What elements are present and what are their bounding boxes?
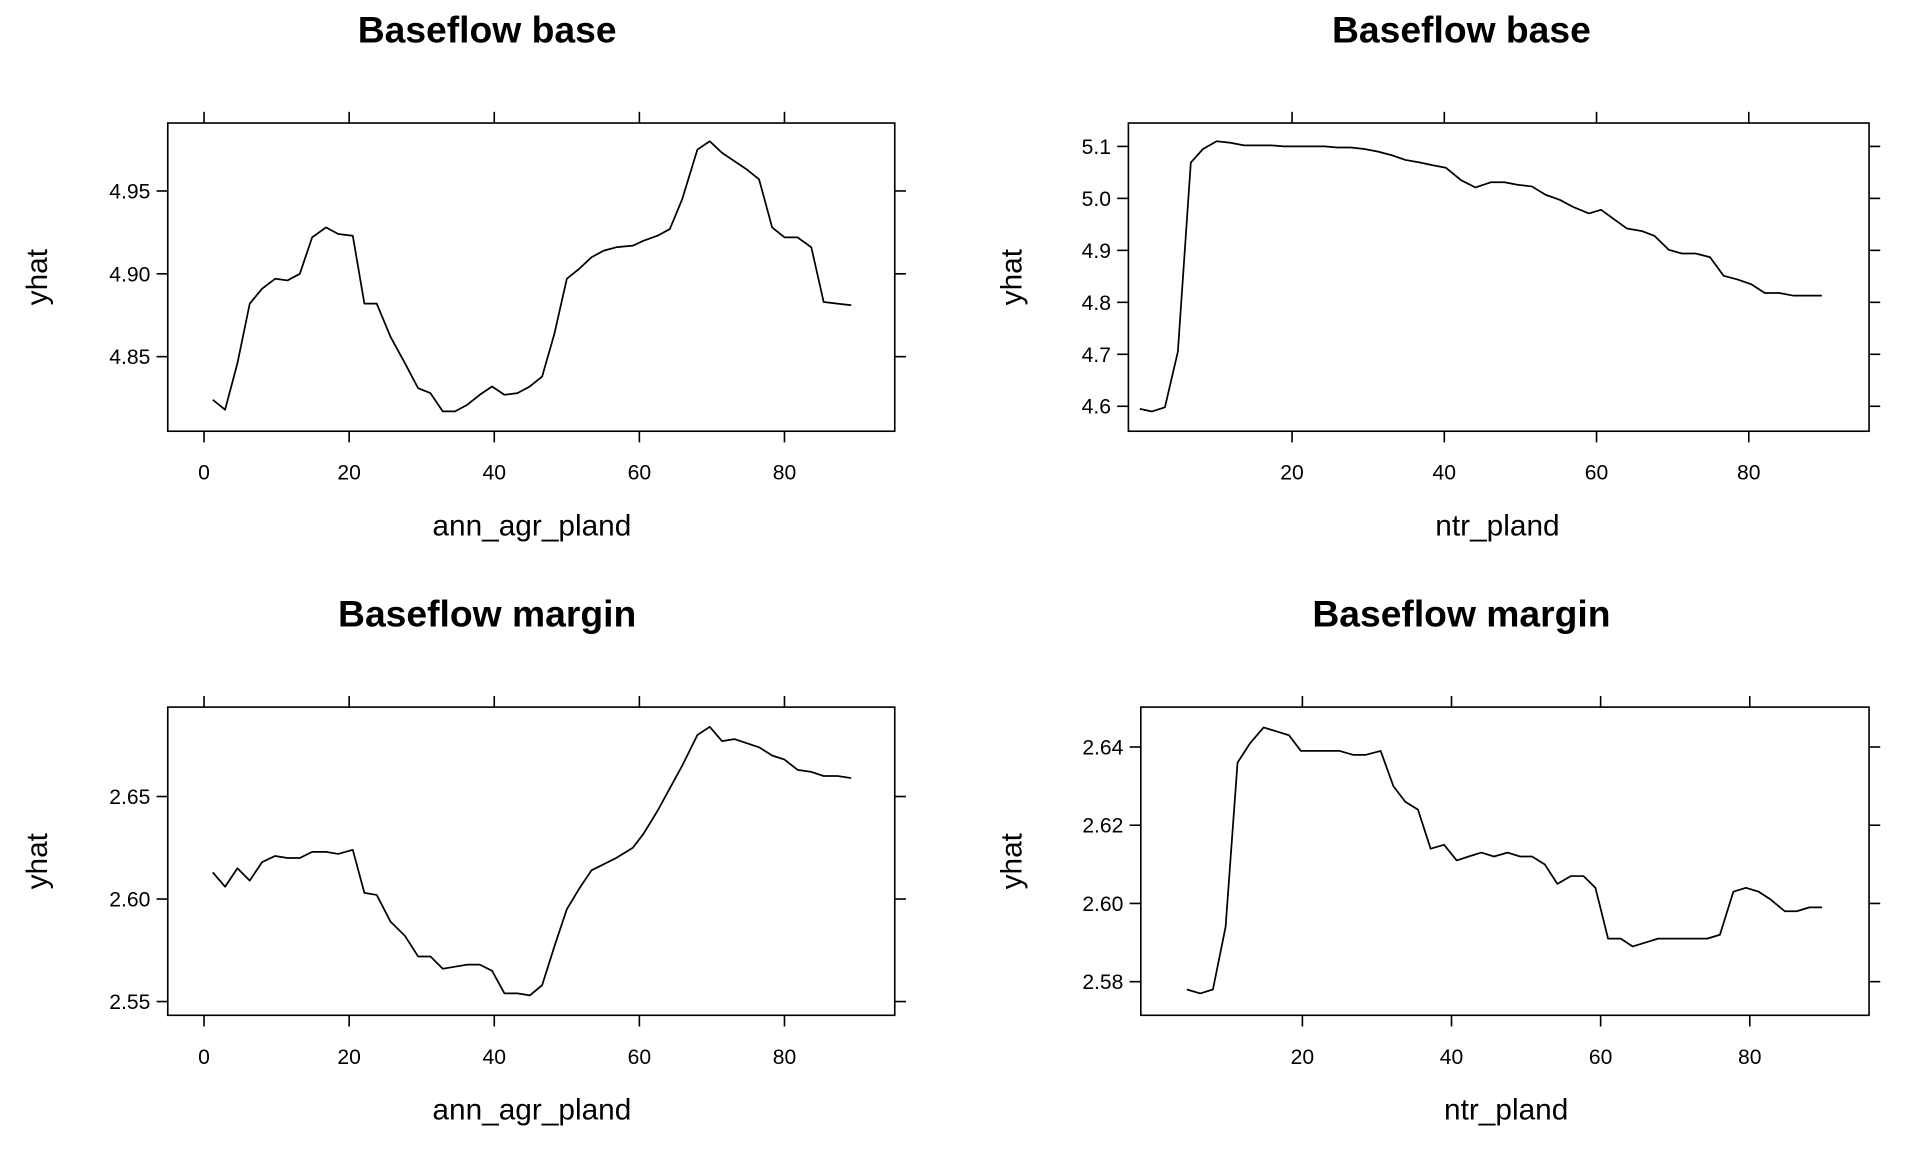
y-tick-label: 2.60 [1082, 893, 1123, 916]
x-tick-label: 20 [337, 462, 360, 485]
x-tick-label: 20 [1280, 462, 1303, 485]
plot-frame [166, 122, 896, 433]
data-line [1186, 726, 1823, 995]
x-tick-label: 60 [628, 462, 651, 485]
x-tick-label: 40 [1440, 1046, 1463, 1069]
x-tick-label: 40 [483, 1046, 506, 1069]
y-tick-label: 4.95 [109, 180, 150, 203]
x-tick-label: 20 [1291, 1046, 1314, 1069]
data-line [212, 140, 852, 413]
y-tick-label: 4.7 [1082, 344, 1111, 367]
x-tick-label: 20 [337, 1046, 360, 1069]
y-axis-label: yhat [21, 248, 54, 305]
y-tick-label: 2.64 [1082, 736, 1123, 759]
x-tick-label: 80 [1738, 1046, 1761, 1069]
chart-title: Baseflow margin [1312, 592, 1610, 634]
data-line [212, 725, 852, 997]
chart-title: Baseflow base [358, 8, 617, 50]
y-axis-label: yhat [996, 832, 1029, 889]
plot-frame [1127, 122, 1870, 433]
y-tick-label: 4.8 [1082, 292, 1111, 315]
x-tick-label: 0 [198, 462, 210, 485]
x-axis-label: ann_agr_pland [432, 510, 631, 543]
y-axis-label: yhat [996, 248, 1029, 305]
y-axis-label: yhat [21, 832, 54, 889]
y-tick-label: 5.0 [1082, 188, 1111, 211]
y-tick-label: 4.9 [1082, 240, 1111, 263]
x-tick-label: 40 [1433, 462, 1456, 485]
plot-frame [166, 706, 896, 1017]
chart-title: Baseflow base [1332, 8, 1591, 50]
x-tick-label: 0 [198, 1046, 210, 1069]
y-tick-label: 5.1 [1082, 136, 1111, 159]
x-tick-label: 80 [1737, 462, 1760, 485]
y-tick-label: 2.65 [109, 786, 150, 809]
x-tick-label: 80 [773, 1046, 796, 1069]
x-axis-label: ann_agr_pland [432, 1094, 631, 1127]
x-tick-label: 40 [483, 462, 506, 485]
x-tick-label: 60 [628, 1046, 651, 1069]
y-tick-label: 4.90 [109, 263, 150, 286]
chart-title: Baseflow margin [338, 592, 636, 634]
y-tick-label: 2.60 [109, 888, 150, 911]
data-line [1139, 140, 1822, 413]
y-tick-label: 2.58 [1082, 971, 1123, 994]
y-tick-label: 2.62 [1082, 815, 1123, 838]
x-tick-label: 80 [773, 462, 796, 485]
x-axis-label: ntr_pland [1435, 510, 1559, 543]
y-tick-label: 4.6 [1082, 396, 1111, 419]
x-tick-label: 60 [1585, 462, 1608, 485]
x-tick-label: 60 [1589, 1046, 1612, 1069]
x-axis-label: ntr_pland [1444, 1094, 1568, 1127]
y-tick-label: 4.85 [109, 346, 150, 369]
plot-frame [1140, 706, 1870, 1017]
y-tick-label: 2.55 [109, 991, 150, 1014]
